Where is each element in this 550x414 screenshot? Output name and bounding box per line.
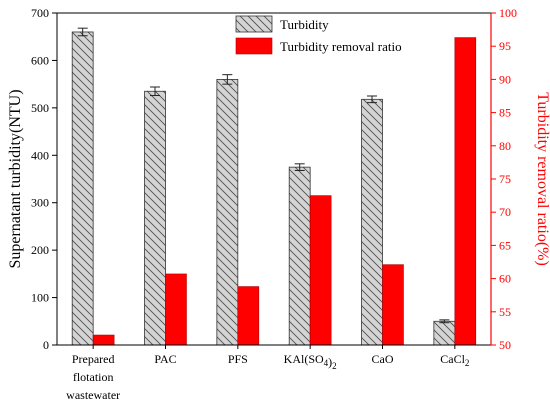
right-tick-label: 60 [499, 272, 511, 286]
removal-ratio-bar [237, 286, 260, 346]
right-tick-label: 75 [499, 172, 511, 186]
removal-ratio-bar [382, 264, 404, 346]
legend-label-removal-ratio: Turbidity removal ratio [280, 39, 402, 54]
legend: Turbidity Turbidity removal ratio [235, 15, 402, 55]
left-tick-label: 200 [31, 243, 49, 257]
x-tick-label: Prepared [72, 352, 115, 366]
right-tick-label: 80 [499, 139, 511, 153]
right-tick-label: 70 [499, 205, 511, 219]
plot-frame [56, 12, 492, 346]
right-tick-label: 65 [499, 238, 511, 252]
turbidity-bar [288, 166, 311, 346]
turbidity-bar [216, 79, 239, 346]
turbidity-bar [361, 98, 383, 346]
right-tick-label: 90 [499, 72, 511, 86]
left-tick-label: 600 [31, 53, 49, 67]
y2-axis-title: Turbidity removal ratio(%) [534, 92, 550, 266]
x-tick-label: flotation [73, 370, 114, 384]
x-tick-label: PAC [154, 352, 176, 366]
legend-label-turbidity: Turbidity [280, 17, 329, 32]
legend-swatch-removal-ratio [235, 37, 273, 55]
left-tick-label: 400 [31, 148, 49, 162]
right-tick-label: 100 [499, 6, 517, 20]
right-tick-label: 50 [499, 338, 511, 352]
right-tick-label: 55 [499, 305, 511, 319]
x-tick-label: KAl(SO4)2 [284, 352, 337, 371]
turbidity-bar [144, 90, 166, 346]
left-tick-label: 500 [31, 101, 49, 115]
right-tick-label: 95 [499, 39, 511, 53]
x-tick-label: CaCl2 [440, 352, 469, 368]
left-tick-label: 100 [31, 291, 49, 305]
x-tick-label: CaO [372, 352, 394, 366]
y-axis-title: Supernatant turbidity(NTU) [7, 89, 24, 268]
removal-ratio-bar [309, 195, 332, 346]
left-tick-label: 0 [43, 338, 49, 352]
turbidity-bar [433, 320, 456, 346]
legend-swatch-turbidity [235, 15, 273, 33]
left-tick-label: 300 [31, 196, 49, 210]
right-tick-label: 85 [499, 106, 511, 120]
turbidity-bar [71, 31, 94, 346]
removal-ratio-bar [92, 334, 115, 346]
removal-ratio-bar [454, 37, 477, 346]
removal-ratio-bar [165, 273, 187, 346]
left-tick-label: 700 [31, 6, 49, 20]
x-tick-label: PFS [228, 352, 248, 366]
x-tick-label: wastewater [66, 388, 120, 402]
